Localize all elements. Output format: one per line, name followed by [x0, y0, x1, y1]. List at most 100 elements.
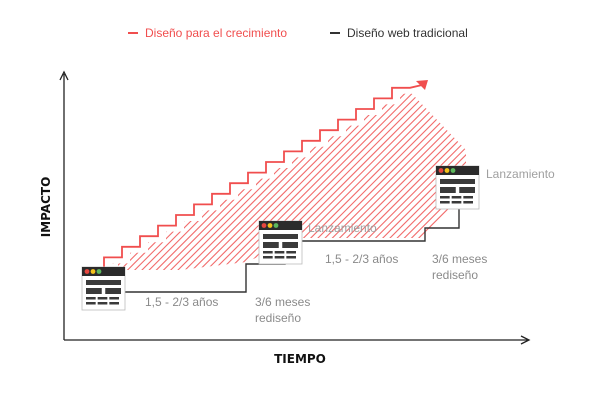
window-line — [463, 201, 473, 204]
window-titlebar — [82, 267, 125, 276]
window-line — [86, 297, 96, 300]
hatch-line — [112, 93, 268, 270]
hatch-line — [544, 80, 600, 300]
launch-label-1: Lanzamiento — [308, 221, 377, 235]
hatch-line — [508, 80, 600, 300]
hatch-line — [140, 93, 362, 270]
hatch-line — [551, 80, 600, 300]
hatch-line — [580, 80, 600, 300]
hatch-line — [486, 80, 600, 300]
hatch-line — [573, 80, 600, 300]
window-dot — [273, 223, 279, 228]
hatch-line — [154, 93, 376, 270]
window-line — [263, 251, 273, 254]
window-dot — [261, 223, 267, 228]
window-dot — [84, 269, 90, 274]
redesign-label-2-line2: rediseño — [432, 268, 478, 282]
window-line — [286, 256, 296, 259]
window-titlebar — [436, 166, 479, 175]
hatch-line — [198, 93, 419, 270]
hatch-line — [378, 93, 466, 270]
hatch-line — [234, 93, 455, 270]
hatch-line — [594, 80, 600, 300]
hatch-line — [183, 93, 405, 270]
window-dot — [450, 168, 456, 173]
hatch-line — [558, 80, 600, 300]
hatch-line — [501, 80, 600, 300]
legend-traditional-label: Diseño web tradicional — [347, 26, 468, 40]
window-line — [97, 297, 108, 300]
window-block — [282, 242, 298, 248]
window-block — [86, 288, 102, 294]
window-line — [274, 256, 285, 259]
hatch-line — [537, 80, 600, 300]
hatch-line — [566, 80, 600, 300]
axes: IMPACTO TIEMPO — [39, 70, 531, 366]
window-block — [440, 179, 475, 184]
y-axis-arrowhead — [59, 70, 69, 81]
hatch-line — [112, 93, 261, 270]
window-line — [97, 302, 108, 305]
x-axis-title: TIEMPO — [274, 352, 326, 366]
hatch-line — [464, 93, 466, 270]
window-line — [263, 256, 273, 259]
window-line — [109, 297, 119, 300]
window-line — [274, 251, 285, 254]
growth-staircase-line — [103, 84, 423, 268]
window-line — [440, 196, 450, 199]
hatch-line — [306, 93, 466, 270]
browser-window-icon — [435, 165, 480, 210]
period-label-2: 1,5 - 2/3 años — [325, 252, 398, 266]
hatch-line — [399, 93, 466, 270]
window-line — [109, 302, 119, 305]
hatch-line — [472, 80, 600, 300]
hatch-line — [241, 93, 462, 270]
x-axis-arrowhead — [520, 335, 531, 345]
window-line — [451, 201, 462, 204]
hatch-line — [190, 93, 412, 270]
window-block — [105, 288, 121, 294]
hatch-line — [370, 93, 466, 270]
window-line — [463, 196, 473, 199]
hatch-line — [298, 93, 466, 270]
window-line — [286, 251, 296, 254]
hatch-line — [205, 93, 426, 270]
window-dot — [90, 269, 96, 274]
hatch-line — [219, 93, 441, 270]
window-block — [86, 280, 121, 285]
hatch-line — [226, 93, 448, 270]
redesign-label-1-line1: 3/6 meses — [255, 295, 310, 309]
window-dot — [444, 168, 450, 173]
hatch-line — [112, 93, 318, 270]
window-dot — [96, 269, 102, 274]
window-dot — [438, 168, 444, 173]
redesign-label-2-line1: 3/6 meses — [432, 252, 487, 266]
hatch-line — [494, 80, 600, 300]
hatch-line — [112, 93, 326, 270]
window-dot — [267, 223, 273, 228]
hatch-line — [162, 93, 383, 270]
arrow-up-right-icon — [416, 80, 428, 90]
launch-label-2: Lanzamiento — [486, 167, 555, 181]
hatch-line — [112, 93, 333, 270]
hatch-line — [515, 80, 600, 300]
hatch-line — [530, 80, 600, 300]
hatch-line — [385, 93, 466, 270]
hatch-line — [176, 93, 398, 270]
hatch-line — [126, 93, 347, 270]
hatch-line — [479, 80, 600, 300]
window-line — [86, 302, 96, 305]
redesign-label-1-line2: rediseño — [255, 311, 301, 325]
hatch-line — [313, 93, 466, 270]
browser-window-icon — [81, 266, 126, 311]
hatch-line — [147, 93, 369, 270]
y-axis-title: IMPACTO — [39, 177, 53, 238]
browser-window-icon — [258, 220, 303, 265]
period-label-1: 1,5 - 2/3 años — [145, 295, 218, 309]
hatch-line — [133, 93, 354, 270]
window-line — [440, 201, 450, 204]
window-block — [263, 242, 279, 248]
window-line — [451, 196, 462, 199]
